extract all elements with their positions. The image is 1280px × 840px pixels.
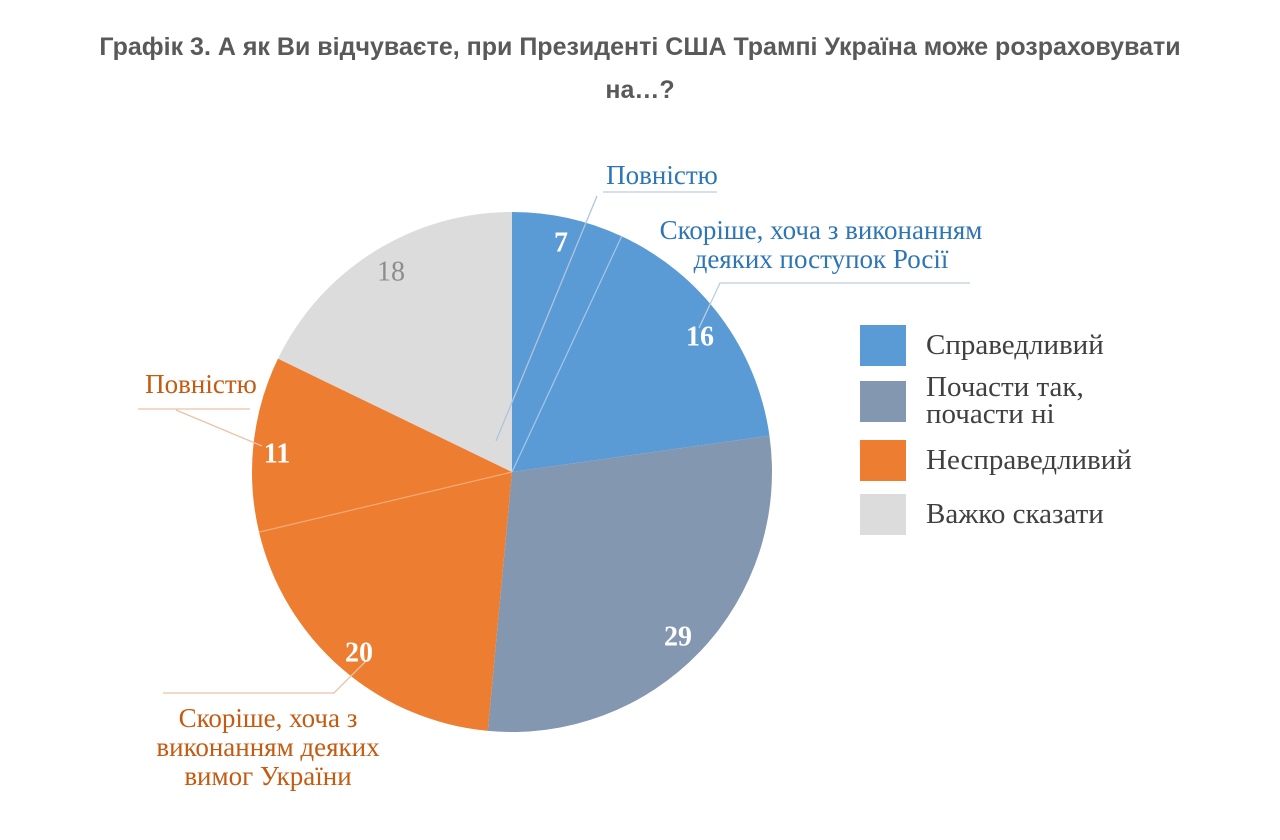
legend-label: Важко сказати xyxy=(926,497,1104,530)
pie-slice-4 xyxy=(251,358,512,533)
pie-slice-3 xyxy=(259,472,512,731)
legend-label: Несправедливий xyxy=(926,443,1132,476)
chart-title: Графік 3. А як Ви відчуваєте, при Презид… xyxy=(0,26,1280,112)
pie-value-label: 11 xyxy=(264,439,290,470)
pie-value-label: 29 xyxy=(664,622,692,653)
slice-separator xyxy=(511,236,623,473)
chart-title-line1: Графік 3. А як Ви відчуваєте, при Презид… xyxy=(99,33,1181,61)
legend-swatch-orange xyxy=(860,439,906,481)
pie-value-label: 20 xyxy=(345,638,373,669)
callout-leader-line xyxy=(495,195,598,442)
slice-separator xyxy=(258,471,513,533)
pie-value-label: 16 xyxy=(686,322,714,353)
legend-label: Почасти так, почасти ні xyxy=(926,371,1084,430)
legend-swatch-lightgray xyxy=(860,493,906,535)
callout-povnistyu-blue: Повністю xyxy=(606,160,718,190)
pie-value-label: 18 xyxy=(377,257,405,288)
callout-leader-line xyxy=(163,660,367,694)
legend-swatch-grayblue xyxy=(860,380,906,422)
callout-povnistyu-orange: Повністю xyxy=(145,369,257,399)
legend-item-vazhko-skazaty: Важко сказати xyxy=(860,493,1104,535)
legend-item-pochasty: Почасти так, почасти ні xyxy=(860,372,1084,430)
callout-leader-line xyxy=(175,409,263,447)
legend-swatch-blue xyxy=(860,324,906,366)
legend-item-spravedlyvyi: Справедливий xyxy=(860,324,1104,366)
pie-value-label: 7 xyxy=(554,228,568,259)
legend-label: Справедливий xyxy=(926,328,1104,361)
pie-slice-5 xyxy=(278,212,512,472)
pie-slice-1 xyxy=(512,236,770,472)
pie-slice-0 xyxy=(512,212,622,472)
callout-skorishe-postupok-rosii: Скоріше, хоча з виконанням деяких поступ… xyxy=(659,215,983,274)
callout-leader-line xyxy=(698,282,970,329)
chart-title-line2: на…? xyxy=(605,76,675,104)
callout-skorishe-vymog-ukrainy: Скоріше, хоча з виконанням деяких вимог … xyxy=(156,703,380,791)
legend-item-nespravedlyvyi: Несправедливий xyxy=(860,439,1132,481)
pie-slice-2 xyxy=(487,435,773,733)
